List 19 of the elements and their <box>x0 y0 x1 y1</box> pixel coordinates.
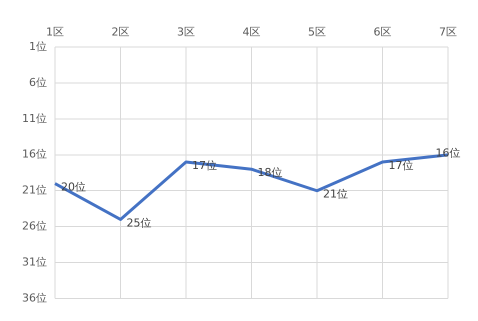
y-tick-label: 21位 <box>22 184 47 197</box>
x-tick-label: 5区 <box>308 25 326 38</box>
data-label: 25位 <box>126 216 152 230</box>
data-label: 17位 <box>388 158 414 172</box>
y-tick-label: 16位 <box>22 148 47 161</box>
y-tick-label: 1位 <box>28 40 47 54</box>
x-tick-label: 1区 <box>46 25 64 38</box>
data-label: 21位 <box>323 188 348 201</box>
y-tick-label: 11位 <box>22 112 47 125</box>
data-label: 20位 <box>60 180 86 194</box>
x-tick-label: 3区 <box>177 25 195 38</box>
y-tick-label: 36位 <box>22 291 47 304</box>
y-tick-label: 31位 <box>22 255 47 268</box>
x-tick-label: 2区 <box>112 25 130 38</box>
y-tick-label: 6位 <box>28 76 47 89</box>
x-tick-label: 6区 <box>374 25 392 38</box>
y-tick-label: 26位 <box>22 219 47 232</box>
x-tick-label: 7区 <box>439 25 457 38</box>
x-tick-label: 4区 <box>242 25 260 38</box>
